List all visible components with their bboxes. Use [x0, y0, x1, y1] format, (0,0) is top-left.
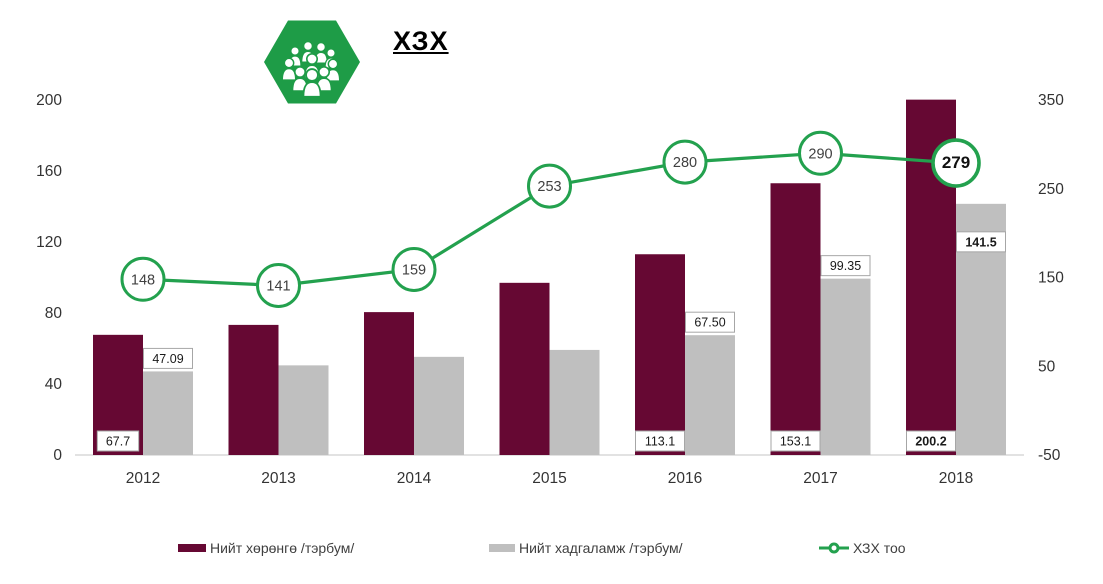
bar-deposits-2017	[820, 278, 871, 455]
x-axis-label-2013: 2013	[261, 470, 295, 487]
bar-label-assets-2016: 113.1	[645, 435, 675, 449]
left-axis-tick-label: 0	[53, 447, 62, 464]
right-axis-tick-label: 150	[1038, 270, 1064, 287]
bar-label-assets-2012: 67.7	[106, 435, 130, 449]
x-axis-label-2014: 2014	[397, 470, 432, 487]
bar-label-assets-2018-box	[906, 430, 956, 452]
person-glyph	[281, 57, 297, 81]
bar-label-assets-2016-box	[635, 430, 685, 452]
legend-item-line: ХЗХ тоо	[819, 540, 906, 556]
bar-label-assets-2012-box	[96, 430, 140, 452]
combo-chart: 0 40 80 120 160 200 -50 50 150 250 350 67.7 113.1 153…	[36, 92, 1064, 487]
bar-label-deposits-2017-box	[820, 255, 871, 277]
bar-assets-2017	[770, 183, 821, 455]
bar-assets-2014	[364, 312, 414, 455]
right-axis-tick-label: 350	[1038, 92, 1064, 109]
x-axis-label-2017: 2017	[803, 470, 837, 487]
people-group-icon	[262, 12, 362, 112]
bar-assets-2015	[499, 282, 550, 455]
bar-label-deposits-2016-box	[685, 311, 735, 333]
x-axis-label-2016: 2016	[668, 470, 702, 487]
left-axis-tick-label: 120	[36, 234, 62, 251]
bar-label-deposits-2018: 141.5	[965, 235, 996, 249]
chart-area: 0 40 80 120 160 200 -50 50 150 250 350 67.7 113.1 153…	[36, 92, 1064, 487]
x-axis-label-2018: 2018	[939, 470, 973, 487]
bar-label-deposits-2012-box	[143, 347, 193, 369]
chart-legend: Нийт хөрөнгө /тэрбум/ Нийт хадгаламж /тэ…	[0, 540, 1103, 564]
line-marker-2013	[256, 262, 301, 308]
legend-label-line: ХЗХ тоо	[853, 540, 906, 556]
legend-item-assets: Нийт хөрөнгө /тэрбум/	[178, 540, 354, 556]
person-glyph	[302, 68, 322, 98]
left-axis-tick-label: 40	[45, 376, 63, 393]
bar-label-deposits-2016: 67.50	[694, 316, 725, 330]
bar-deposits-2015	[549, 349, 600, 455]
bar-label-assets-2017: 153.1	[780, 435, 811, 449]
bar-deposits-2016	[685, 335, 735, 455]
bar-label-assets-2017-box	[770, 430, 821, 452]
left-axis-tick-label: 200	[36, 92, 62, 109]
line-marker-label-2017: 290	[808, 146, 832, 162]
line-marker-2018	[931, 138, 981, 188]
bar-label-deposits-2018-box	[956, 231, 1006, 253]
bar-assets-2016	[635, 254, 685, 455]
bar-label-assets-2018: 200.2	[915, 435, 946, 449]
line-marker-2017	[798, 130, 843, 176]
x-axis-label-2012: 2012	[126, 470, 160, 487]
x-axis-label-2015: 2015	[532, 470, 566, 487]
line-marker-2014	[391, 247, 437, 293]
bar-label-deposits-2017: 99.35	[830, 259, 861, 273]
bar-assets-2013	[228, 324, 279, 455]
legend-label-deposits: Нийт хадгаламж /тэрбум/	[519, 540, 683, 556]
line-marker-2015	[527, 163, 572, 209]
bar-label-deposits-2012: 47.09	[152, 352, 183, 366]
bar-deposits-2013	[278, 365, 329, 455]
legend-item-deposits: Нийт хадгаламж /тэрбум/	[489, 540, 683, 556]
right-axis-tick-label: 50	[1038, 358, 1056, 375]
line-marker-label-2016: 280	[673, 155, 697, 171]
line-marker-label-2018: 279	[942, 153, 970, 172]
line-dot-marker	[819, 542, 849, 554]
legend-label-assets: Нийт хөрөнгө /тэрбум/	[210, 540, 355, 556]
line-marker-2016	[662, 139, 708, 185]
left-axis-tick-label: 80	[45, 305, 63, 322]
right-axis-tick-label: -50	[1038, 447, 1061, 464]
right-axis-tick-label: 250	[1038, 181, 1064, 198]
bar-deposits-2012	[143, 371, 193, 455]
assets-swatch	[178, 544, 206, 552]
line-marker-label-2013: 141	[266, 278, 290, 294]
page-title: ХЗХ	[393, 26, 449, 56]
people-group-icon-svg	[264, 20, 360, 104]
left-axis-tick-label: 160	[36, 163, 62, 180]
line-marker-label-2015: 253	[537, 179, 561, 195]
deposits-swatch	[489, 544, 515, 552]
line-marker-label-2012: 148	[131, 272, 155, 288]
bar-deposits-2014	[414, 356, 464, 455]
person-glyph	[313, 41, 329, 64]
line-marker-2012	[120, 256, 166, 302]
line-marker-label-2014: 159	[402, 263, 426, 279]
